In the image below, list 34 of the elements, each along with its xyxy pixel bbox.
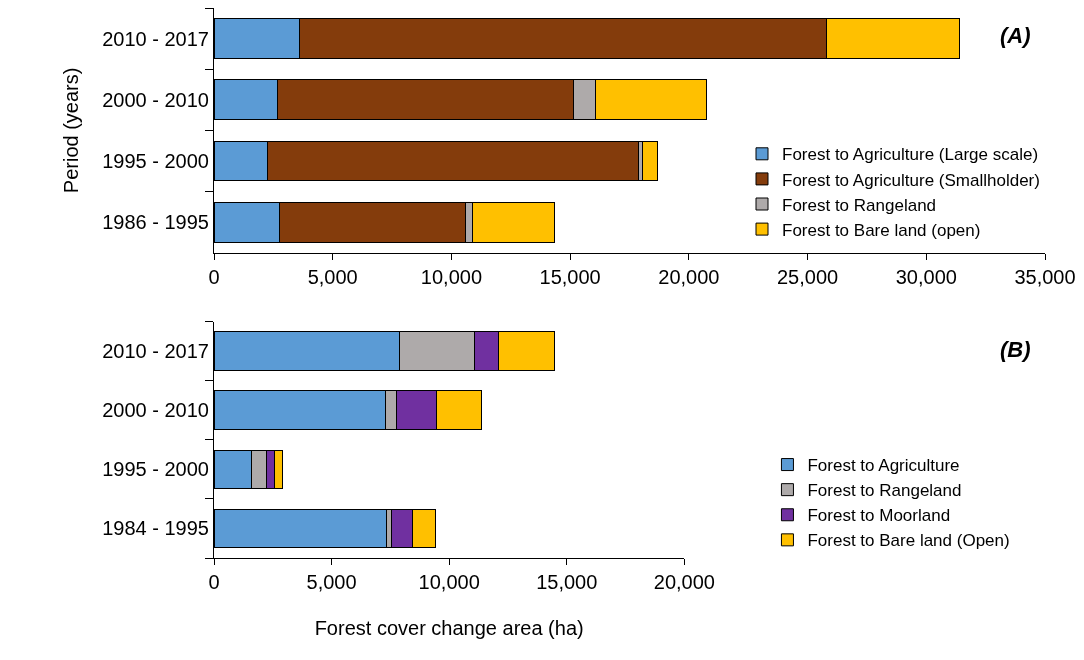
legend-label: Forest to Agriculture [807, 456, 960, 476]
x-tick-label: 15,000 [536, 571, 598, 593]
x-axis-title: Forest cover change area (ha) [314, 616, 584, 639]
text: (B) [1000, 337, 1031, 362]
x-tick-label: 10,000 [418, 571, 480, 593]
y-tick-label: 2010 - 2017 [102, 27, 209, 50]
bar [641, 140, 658, 182]
x-tick-label: 15,000 [539, 265, 601, 288]
legend-label: Forest to Agriculture (Large scale) [782, 145, 1039, 165]
x-tick-label: 10,000 [420, 265, 483, 288]
x-tick-label: 5,000 [306, 571, 357, 593]
legend-label: Forest to Bare land (Open) [807, 531, 1010, 551]
y-tick-label: 2000 - 2010 [102, 399, 209, 422]
legend-label: Forest to Rangeland [807, 481, 962, 501]
y-tick-label: 1995 - 2000 [102, 458, 209, 481]
legend-label: Forest to Rangeland [782, 195, 937, 215]
x-tick-label: 20,000 [653, 571, 715, 593]
x-tick-label: 25,000 [776, 265, 839, 288]
y-tick-label: 1984 - 1995 [102, 517, 209, 540]
x-tick-label: 0 [208, 265, 220, 288]
legend-label: Forest to Bare land (open) [782, 220, 981, 240]
x-tick-label: 30,000 [895, 265, 957, 288]
y-axis-title: Period (years) [59, 67, 82, 194]
legend-label: Forest to Moorland [807, 506, 951, 526]
x-tick-label: 0 [208, 571, 220, 593]
y-tick-label: 2010 - 2017 [102, 340, 209, 363]
y-tick-label: 1986 - 1995 [102, 211, 209, 234]
legend-label: Forest to Agriculture (Smallholder) [782, 170, 1040, 190]
annotation: (A) [1000, 23, 1031, 48]
y-tick-label: 2000 - 2010 [102, 88, 209, 111]
y-tick-label: 1995 - 2000 [102, 149, 209, 172]
x-tick-label: 5,000 [307, 265, 358, 288]
x-tick-label: 35,000 [1014, 265, 1076, 288]
x-tick-label: 20,000 [658, 265, 720, 288]
